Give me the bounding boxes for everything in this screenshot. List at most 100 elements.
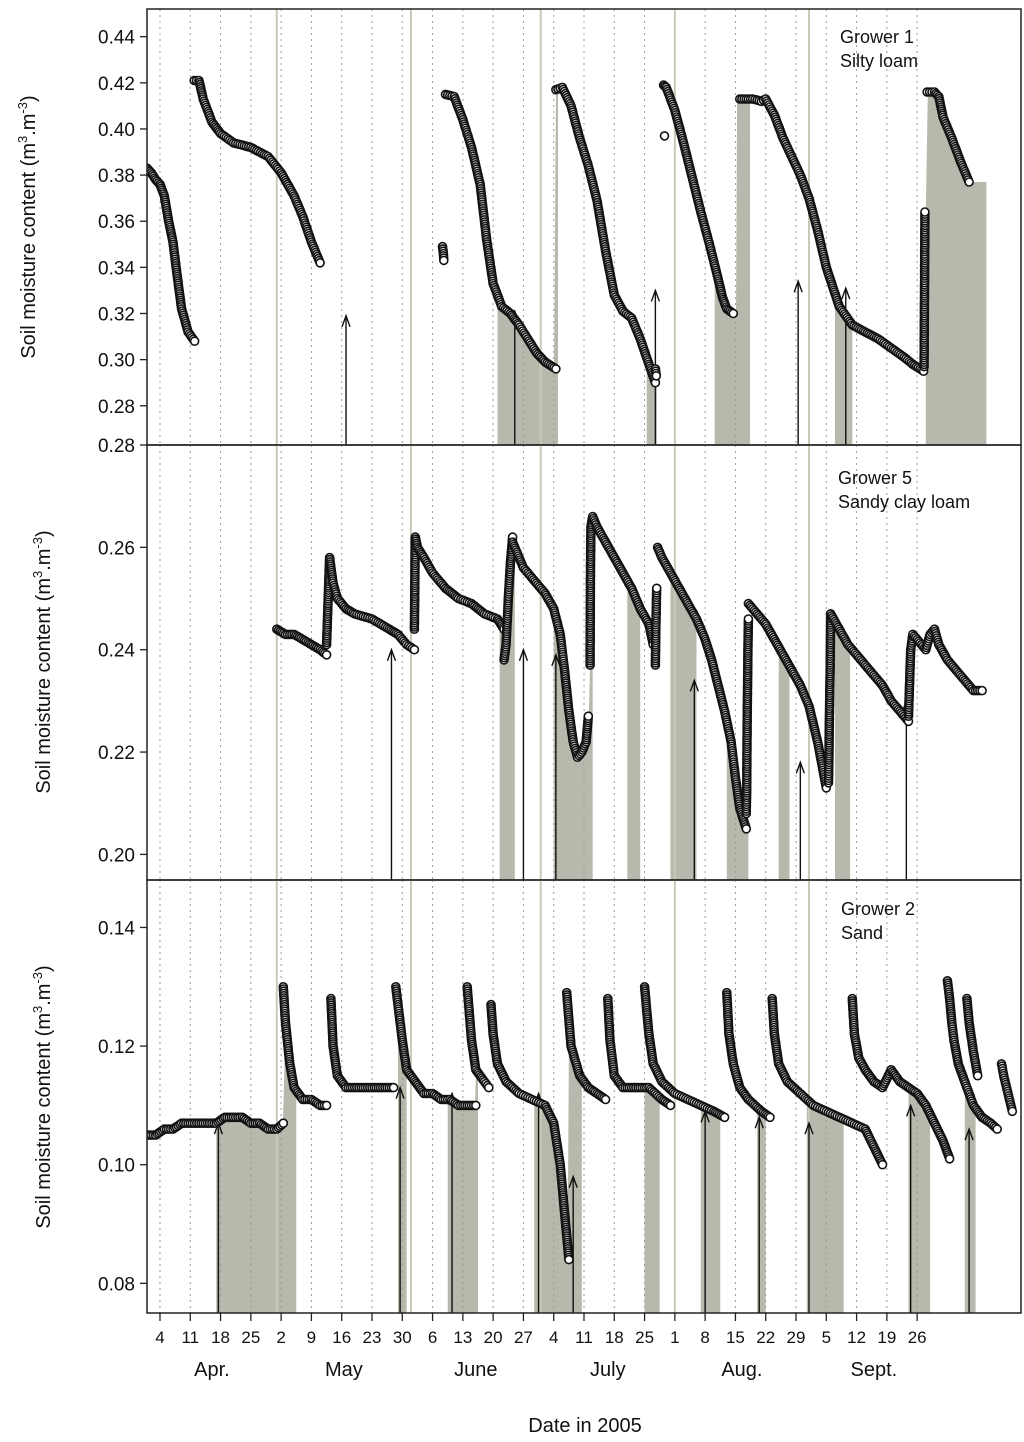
irrigation-shade	[700, 1105, 721, 1313]
irrigation-shade	[925, 92, 987, 445]
arrow-head	[568, 1174, 578, 1188]
panel-grower1: 0.28 0.30 0.32 0.34 0.36 0.38 0.40 0.42 0.44 Soil…	[15, 8, 1022, 446]
y-tick-label: 0.10	[98, 1156, 135, 1177]
x-tick-label: 12	[847, 1328, 866, 1347]
moisture-point	[409, 644, 420, 655]
y-tick-label: 0.26	[98, 538, 135, 559]
moisture-point	[992, 1124, 1003, 1134]
moisture-point	[741, 823, 752, 834]
moisture-point	[321, 649, 332, 660]
moisture-point	[665, 1100, 676, 1111]
x-tick-label: 9	[307, 1328, 316, 1347]
panel-annotation: Grower 1	[840, 27, 914, 47]
panel-grower2: 0.08 0.10 0.12 0.14 Soil moisture content (m…	[30, 879, 1022, 1314]
y-axis-title: Soil moisture content (m3.m-3)	[30, 530, 55, 793]
arrow-head	[793, 279, 803, 293]
irrigation-shade	[714, 99, 751, 445]
x-tick-label: 26	[908, 1328, 927, 1347]
arrow-head	[906, 1103, 916, 1117]
x-tick-label: 4	[155, 1328, 164, 1347]
x-tick-label: 2	[276, 1328, 285, 1347]
y-tick-label: 0.40	[98, 120, 135, 141]
irrigation-shade	[835, 293, 853, 445]
irrigation-shade	[627, 580, 641, 880]
x-tick-label: 13	[453, 1328, 472, 1347]
arrow-head	[841, 286, 851, 300]
x-tick-label: 4	[549, 1328, 558, 1347]
moisture-point	[944, 1154, 955, 1164]
moisture-point	[470, 1100, 481, 1111]
irrigation-shade	[806, 1099, 844, 1313]
moisture-point	[877, 1159, 888, 1170]
y-tick-label: 0.12	[98, 1037, 135, 1058]
y-tick-label: 0.36	[98, 212, 135, 233]
moisture-point	[600, 1094, 611, 1105]
arrow-head	[395, 1085, 405, 1099]
month-label: May	[325, 1359, 363, 1381]
x-tick-label: 22	[756, 1328, 775, 1347]
panel-frame	[146, 8, 1022, 446]
arrow-head	[689, 678, 699, 692]
irrigation-shade	[835, 621, 851, 880]
moisture-point	[920, 207, 930, 217]
moisture-point	[438, 255, 449, 266]
x-tick-label: 15	[726, 1328, 745, 1347]
y-tick-label: 0.24	[98, 641, 135, 662]
irrigation-shade	[757, 1107, 766, 1313]
irrigation-shade	[553, 516, 593, 880]
x-tick-label: 29	[787, 1328, 806, 1347]
moisture-point	[278, 1118, 289, 1128]
x-axis-title: Date in 2005	[528, 1415, 641, 1437]
x-tick-label: 23	[363, 1328, 382, 1347]
arrow-head	[650, 288, 661, 302]
irrigation-shade	[447, 1070, 478, 1313]
moisture-point	[388, 1082, 399, 1093]
x-tick-label: 20	[484, 1328, 503, 1347]
y-tick-label: 0.42	[98, 74, 135, 95]
moisture-point	[972, 1070, 983, 1081]
y-tick-label: 0.44	[98, 28, 135, 49]
y-tick-label: 0.20	[98, 845, 135, 866]
month-label: Aug.	[721, 1359, 762, 1381]
y-tick-label: 0.38	[98, 166, 135, 187]
panel-annotation: Grower 5	[838, 468, 912, 488]
irrigation-shade	[964, 1081, 976, 1313]
y-tick-label: 0.28	[98, 436, 135, 457]
y-axis-title: Soil moisture content (m3.m-3)	[30, 965, 55, 1228]
x-tick-label: 16	[332, 1328, 351, 1347]
moisture-point	[743, 614, 754, 624]
month-label: June	[454, 1359, 497, 1381]
y-tick-label: 0.28	[98, 397, 135, 418]
panel-annotation: Silty loam	[840, 51, 918, 71]
x-tick-label: 6	[428, 1328, 437, 1347]
moisture-point	[321, 1100, 332, 1111]
irrigation-shade	[497, 89, 558, 445]
panels-layer: 0.28 0.30 0.32 0.34 0.36 0.38 0.40 0.42 0.44 Soil…	[15, 8, 1022, 1314]
x-tick-label: 25	[635, 1328, 654, 1347]
x-tick-label: 1	[670, 1328, 679, 1347]
irrigation-shade	[726, 619, 749, 880]
moisture-point	[1007, 1106, 1018, 1117]
plot-area	[147, 880, 1018, 1313]
month-label: Sept.	[851, 1359, 898, 1381]
x-tick-label: 25	[241, 1328, 260, 1347]
moisture-point	[977, 685, 987, 696]
x-tick-label: 11	[575, 1328, 593, 1347]
x-tick-label: 27	[514, 1328, 533, 1347]
x-tick-label: 19	[877, 1328, 896, 1347]
moisture-point	[651, 583, 662, 594]
arrow-head	[795, 760, 805, 774]
moisture-point	[315, 257, 325, 268]
moisture-point	[564, 1254, 574, 1265]
moisture-point	[728, 308, 739, 319]
plot-area	[159, 445, 987, 880]
moisture-point	[719, 1112, 730, 1123]
plot-area	[147, 9, 987, 445]
x-tick-label: 18	[211, 1328, 230, 1347]
arrow-head	[386, 647, 397, 661]
y-tick-label: 0.32	[98, 305, 135, 326]
arrow-head	[518, 647, 529, 661]
arrow-head	[754, 1115, 764, 1129]
moisture-point	[551, 364, 561, 374]
